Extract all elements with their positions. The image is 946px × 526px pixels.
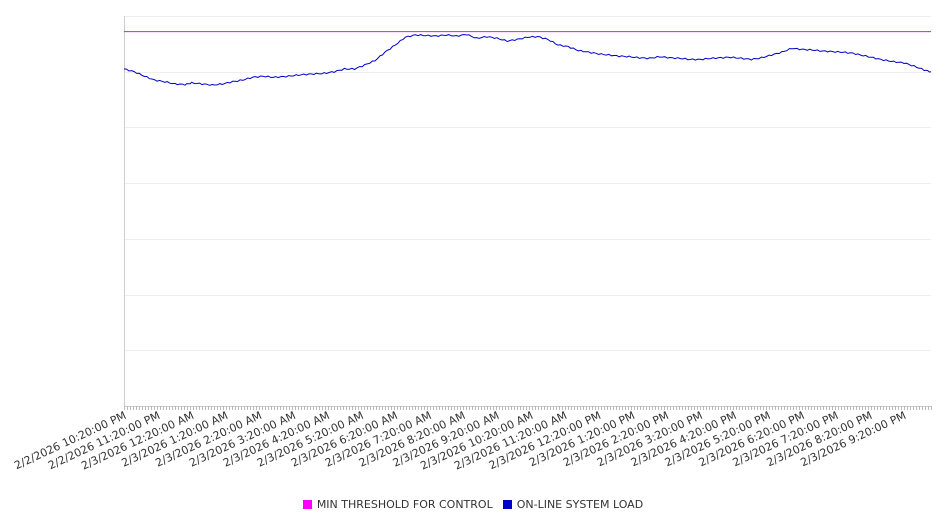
legend-swatch-load [502, 500, 512, 509]
series-line-system-load [123, 33, 932, 86]
legend-swatch-threshold [302, 500, 312, 509]
gridlines [124, 16, 931, 351]
legend-item-threshold[interactable]: MIN THRESHOLD FOR CONTROL [302, 498, 493, 511]
legend-label-load: ON-LINE SYSTEM LOAD [516, 498, 644, 511]
series-layer [123, 31, 932, 86]
x-axis-minor-ticks [124, 406, 932, 410]
legend-item-load[interactable]: ON-LINE SYSTEM LOAD [502, 498, 644, 511]
x-axis-tick-labels: 2/2/2026 10:20:00 PM2/2/2026 11:20:00 PM… [12, 409, 908, 473]
legend: MIN THRESHOLD FOR CONTROL ON-LINE SYSTEM… [0, 498, 946, 511]
legend-label-threshold: MIN THRESHOLD FOR CONTROL [316, 498, 493, 511]
